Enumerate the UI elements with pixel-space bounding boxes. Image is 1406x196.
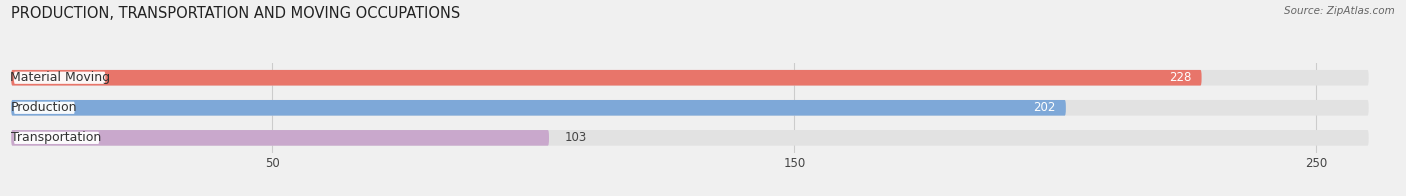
FancyBboxPatch shape	[11, 100, 1368, 116]
Text: Material Moving: Material Moving	[10, 71, 110, 84]
Text: Transportation: Transportation	[11, 131, 101, 144]
Text: PRODUCTION, TRANSPORTATION AND MOVING OCCUPATIONS: PRODUCTION, TRANSPORTATION AND MOVING OC…	[11, 6, 461, 21]
FancyBboxPatch shape	[14, 102, 75, 114]
Text: 202: 202	[1033, 101, 1056, 114]
FancyBboxPatch shape	[11, 70, 1202, 86]
FancyBboxPatch shape	[14, 72, 105, 84]
FancyBboxPatch shape	[11, 130, 548, 146]
Text: Source: ZipAtlas.com: Source: ZipAtlas.com	[1284, 6, 1395, 16]
FancyBboxPatch shape	[11, 100, 1066, 116]
Text: Production: Production	[11, 101, 77, 114]
Text: 228: 228	[1168, 71, 1191, 84]
FancyBboxPatch shape	[14, 132, 100, 144]
Text: 103: 103	[565, 131, 586, 144]
FancyBboxPatch shape	[11, 130, 1368, 146]
FancyBboxPatch shape	[11, 70, 1368, 86]
